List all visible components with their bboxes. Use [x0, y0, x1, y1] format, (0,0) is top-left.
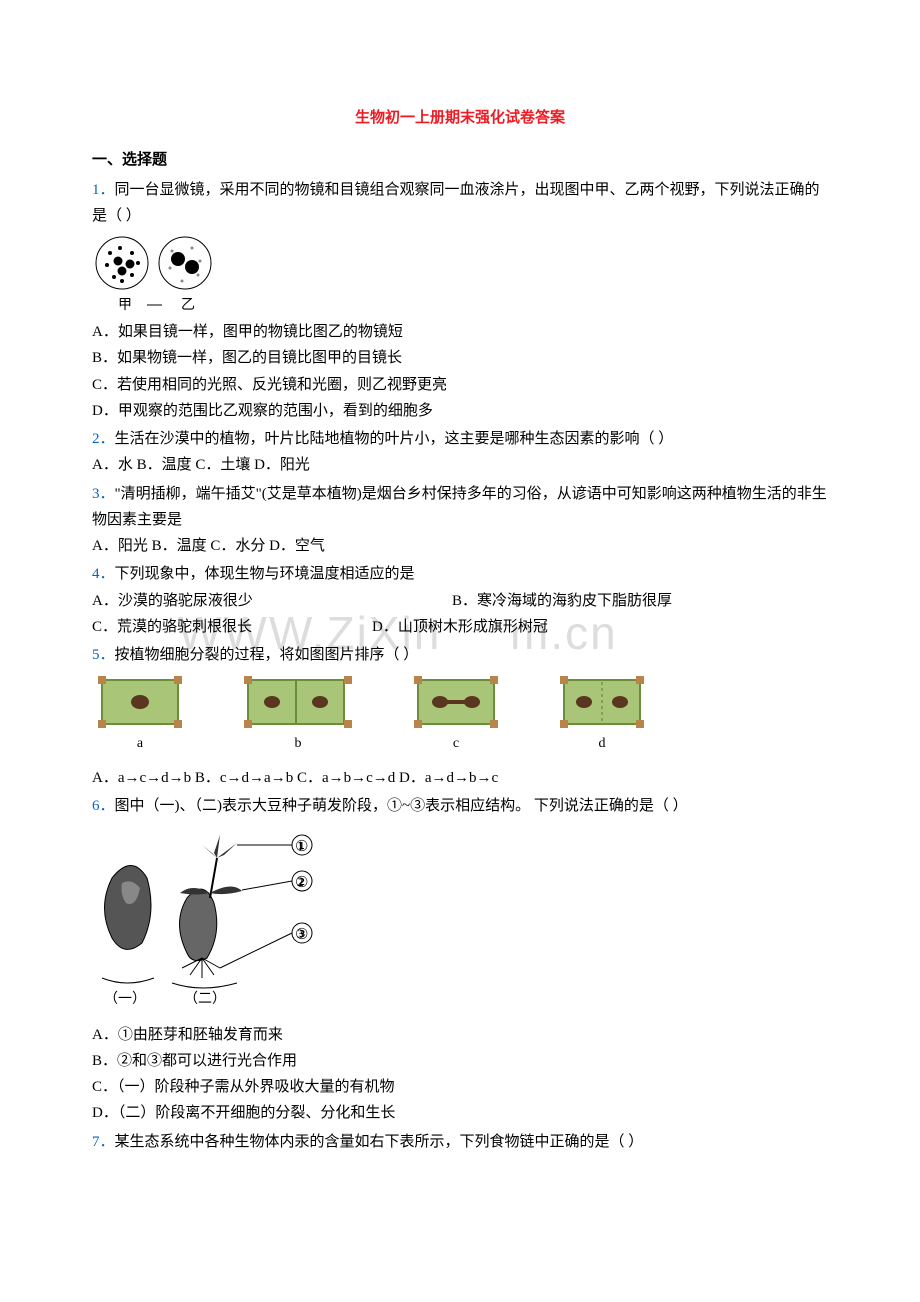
choice-d: D．甲观察的范围比乙观察的范围小，看到的细胞多: [92, 398, 828, 424]
svg-text:（一）: （一）: [104, 991, 146, 1007]
svg-text:②: ②: [295, 875, 308, 891]
question-7: 7．某生态系统中各种生物体内汞的含量如右下表所示，下列食物链中正确的是（ ）: [92, 1129, 828, 1155]
svg-text:③: ③: [295, 927, 308, 943]
q-stem: 某生态系统中各种生物体内汞的含量如右下表所示，下列食物链中正确的是（ ）: [115, 1134, 644, 1150]
q-stem: 图中（一)、（二)表示大豆种子萌发阶段，①~③表示相应结构。 下列说法正确的是（…: [115, 798, 688, 814]
q-number: 4．: [92, 566, 115, 582]
q-number: 1．: [92, 182, 115, 198]
q-stem: 同一台显微镜，采用不同的物镜和目镜组合观察同一血液涂片，出现图中甲、乙两个视野，…: [92, 182, 820, 224]
q-number: 5．: [92, 647, 115, 663]
choice-d: D．（二）阶段离不开细胞的分裂、分化和生长: [92, 1100, 828, 1126]
svg-text:（二）: （二）: [184, 991, 226, 1007]
cell-label: d: [554, 732, 650, 757]
cell-label: c: [408, 732, 504, 757]
choice-b: B．②和③都可以进行光合作用: [92, 1048, 828, 1074]
cell-d-icon: [554, 674, 650, 730]
doc-title: 生物初一上册期末强化试卷答案: [92, 105, 828, 131]
q-number: 2．: [92, 431, 115, 447]
question-4: 4．下列现象中，体现生物与环境温度相适应的是 A．沙漠的骆驼尿液很少 B．寒冷海…: [92, 561, 828, 640]
cell-a-icon: [92, 674, 188, 730]
choice-a: A．①由胚芽和胚轴发育而来: [92, 1022, 828, 1048]
q-stem: "清明插柳，端午插艾"(艾是草本植物)是烟台乡村保持多年的习俗，从谚语中可知影响…: [92, 486, 827, 528]
q-stem: 生活在沙漠中的植物，叶片比陆地植物的叶片小，这主要是哪种生态因素的影响（ ）: [115, 431, 674, 447]
q-stem: 按植物细胞分裂的过程，将如图图片排序（ ）: [115, 647, 419, 663]
question-3: 3．"清明插柳，端午插艾"(艾是草本植物)是烟台乡村保持多年的习俗，从谚语中可知…: [92, 481, 828, 560]
cell-figure-row: a b c: [92, 674, 828, 757]
cell-c-icon: [408, 674, 504, 730]
svg-text:乙: 乙: [181, 297, 195, 313]
question-5: 5．按植物细胞分裂的过程，将如图图片排序（ ） a b: [92, 642, 828, 791]
choice-c: C．若使用相同的光照、反光镜和光圈，则乙视野更亮: [92, 372, 828, 398]
q-number: 3．: [92, 486, 115, 502]
choice-b: B．寒冷海域的海豹皮下脂肪很厚: [452, 588, 672, 614]
choice-a: A．沙漠的骆驼尿液很少: [92, 588, 452, 614]
section-heading: 一、选择题: [92, 147, 828, 173]
choice-b: B．如果物镜一样，图乙的目镜比图甲的目镜长: [92, 345, 828, 371]
q-stem: 下列现象中，体现生物与环境温度相适应的是: [115, 566, 415, 582]
q-number: 7．: [92, 1134, 115, 1150]
seed-germination-figure: 1 2 3 （一） （二） ① ② ③: [92, 823, 342, 1008]
cell-b-icon: [238, 674, 358, 730]
choice-a: A．如果目镜一样，图甲的物镜比图乙的物镜短: [92, 319, 828, 345]
choice-d: D．山顶树木形成旗形树冠: [372, 614, 548, 640]
choice-line: A．a→c→d→b B．c→d→a→b C．a→b→c→d D．a→d→b→c: [92, 765, 828, 791]
cell-label: b: [238, 732, 358, 757]
microscope-view-figure: 甲 乙: [92, 233, 220, 313]
choice-line: A．阳光 B．温度 C．水分 D．空气: [92, 533, 828, 559]
question-1: 1．同一台显微镜，采用不同的物镜和目镜组合观察同一血液涂片，出现图中甲、乙两个视…: [92, 177, 828, 425]
cell-label: a: [92, 732, 188, 757]
q-number: 6．: [92, 798, 115, 814]
svg-text:①: ①: [295, 839, 308, 855]
svg-text:甲: 甲: [118, 298, 132, 313]
question-2: 2．生活在沙漠中的植物，叶片比陆地植物的叶片小，这主要是哪种生态因素的影响（ ）…: [92, 426, 828, 479]
choice-line: A．水 B．温度 C．土壤 D．阳光: [92, 452, 828, 478]
choice-c: C．（一）阶段种子需从外界吸收大量的有机物: [92, 1074, 828, 1100]
question-6: 6．图中（一)、（二)表示大豆种子萌发阶段，①~③表示相应结构。 下列说法正确的…: [92, 793, 828, 1127]
choice-c: C．荒漠的骆驼刺根很长: [92, 614, 372, 640]
